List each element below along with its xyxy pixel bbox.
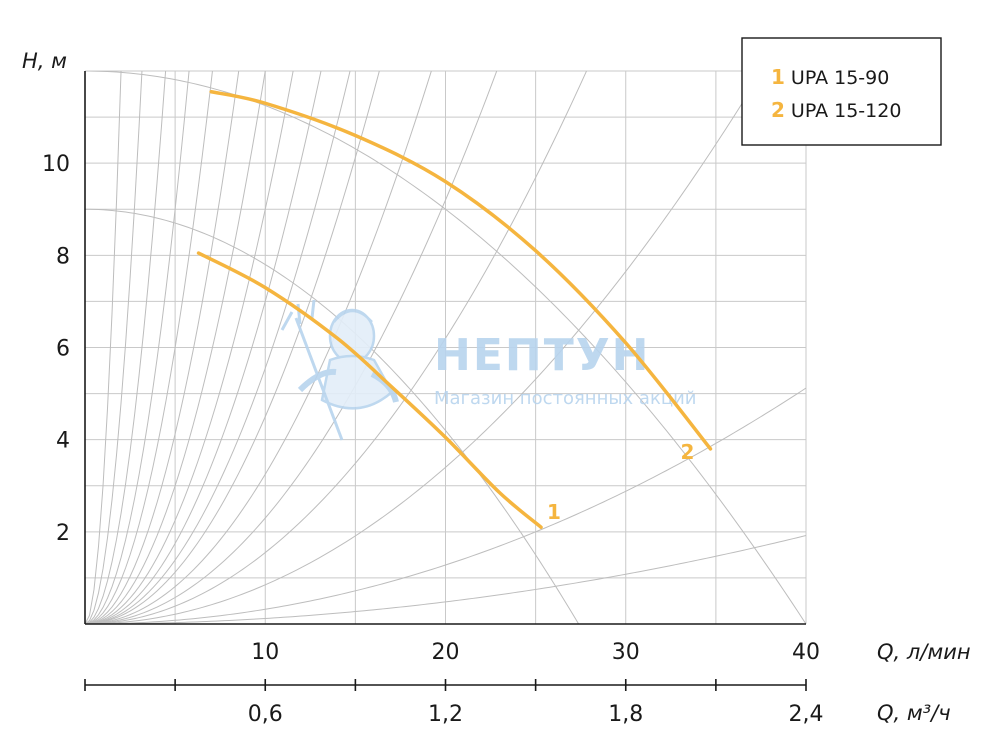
resistance-curve bbox=[85, 71, 322, 624]
legend-tag-1: 1 bbox=[771, 65, 785, 89]
watermark-title: НЕПТУН bbox=[434, 330, 650, 381]
pump-curves: 12 bbox=[196, 89, 713, 529]
legend-item-1: 1 UPA 15-90 bbox=[771, 65, 889, 89]
y-tick-label: 2 bbox=[56, 521, 70, 546]
resistance-curve bbox=[85, 71, 266, 624]
legend-tag-2: 2 bbox=[771, 98, 785, 122]
resistance-curve bbox=[85, 71, 122, 624]
legend-label-2: UPA 15-120 bbox=[791, 100, 901, 122]
resistance-curve bbox=[85, 71, 240, 624]
x-tick-label: 40 bbox=[792, 640, 820, 665]
x2-tick-label: 2,4 bbox=[789, 702, 824, 727]
resistance-curve bbox=[85, 71, 167, 624]
resistance-curve bbox=[85, 71, 294, 624]
resistance-curves bbox=[85, 71, 806, 624]
pump-curve-2 bbox=[209, 89, 713, 451]
x-tick-label: 30 bbox=[612, 640, 640, 665]
x-tick-label: 20 bbox=[432, 640, 460, 665]
x2-tick-label: 0,6 bbox=[248, 702, 283, 727]
tick-labels: 10 20 30 40 0,6 1,2 1,8 2,4 2 4 6 8 10 bbox=[42, 152, 824, 727]
neptune-figure-icon bbox=[280, 299, 399, 441]
y-tick-label: 4 bbox=[56, 429, 70, 454]
x2-tick-label: 1,8 bbox=[608, 702, 643, 727]
resistance-curve bbox=[85, 71, 763, 624]
resistance-curve bbox=[85, 71, 380, 624]
resistance-curve bbox=[85, 71, 588, 624]
legend-label-1: UPA 15-90 bbox=[791, 67, 889, 89]
y-tick-label: 6 bbox=[56, 337, 70, 362]
legend-item-2: 2 UPA 15-120 bbox=[771, 98, 901, 122]
y-axis-title: H, м bbox=[22, 49, 67, 73]
resistance-curve bbox=[85, 71, 498, 624]
legend: 1 UPA 15-90 2 UPA 15-120 bbox=[741, 37, 942, 146]
watermark-subtitle: Магазин постоянных акций bbox=[434, 388, 697, 409]
resistance-curve bbox=[85, 71, 190, 624]
system-curve bbox=[85, 71, 806, 624]
resistance-curve bbox=[85, 71, 143, 624]
curve-label-2: 2 bbox=[680, 440, 694, 464]
resistance-curve bbox=[85, 387, 806, 624]
x2-axis-title: Q, м³/ч bbox=[877, 701, 951, 725]
resistance-curve bbox=[85, 71, 351, 624]
x-tick-label: 10 bbox=[251, 640, 279, 665]
resistance-curve bbox=[85, 535, 806, 624]
resistance-curve bbox=[85, 71, 213, 624]
y-tick-label: 10 bbox=[42, 152, 70, 177]
x-axis-title: Q, л/мин bbox=[877, 640, 971, 664]
x2-tick-label: 1,2 bbox=[428, 702, 463, 727]
y-tick-label: 8 bbox=[56, 244, 70, 269]
curve-label-1: 1 bbox=[547, 500, 561, 524]
legend-box bbox=[741, 37, 942, 146]
tick-marks bbox=[84, 679, 807, 691]
pump-curve-1 bbox=[196, 251, 543, 529]
watermark: НЕПТУН Магазин постоянных акций bbox=[280, 299, 697, 441]
resistance-curve bbox=[85, 71, 432, 624]
